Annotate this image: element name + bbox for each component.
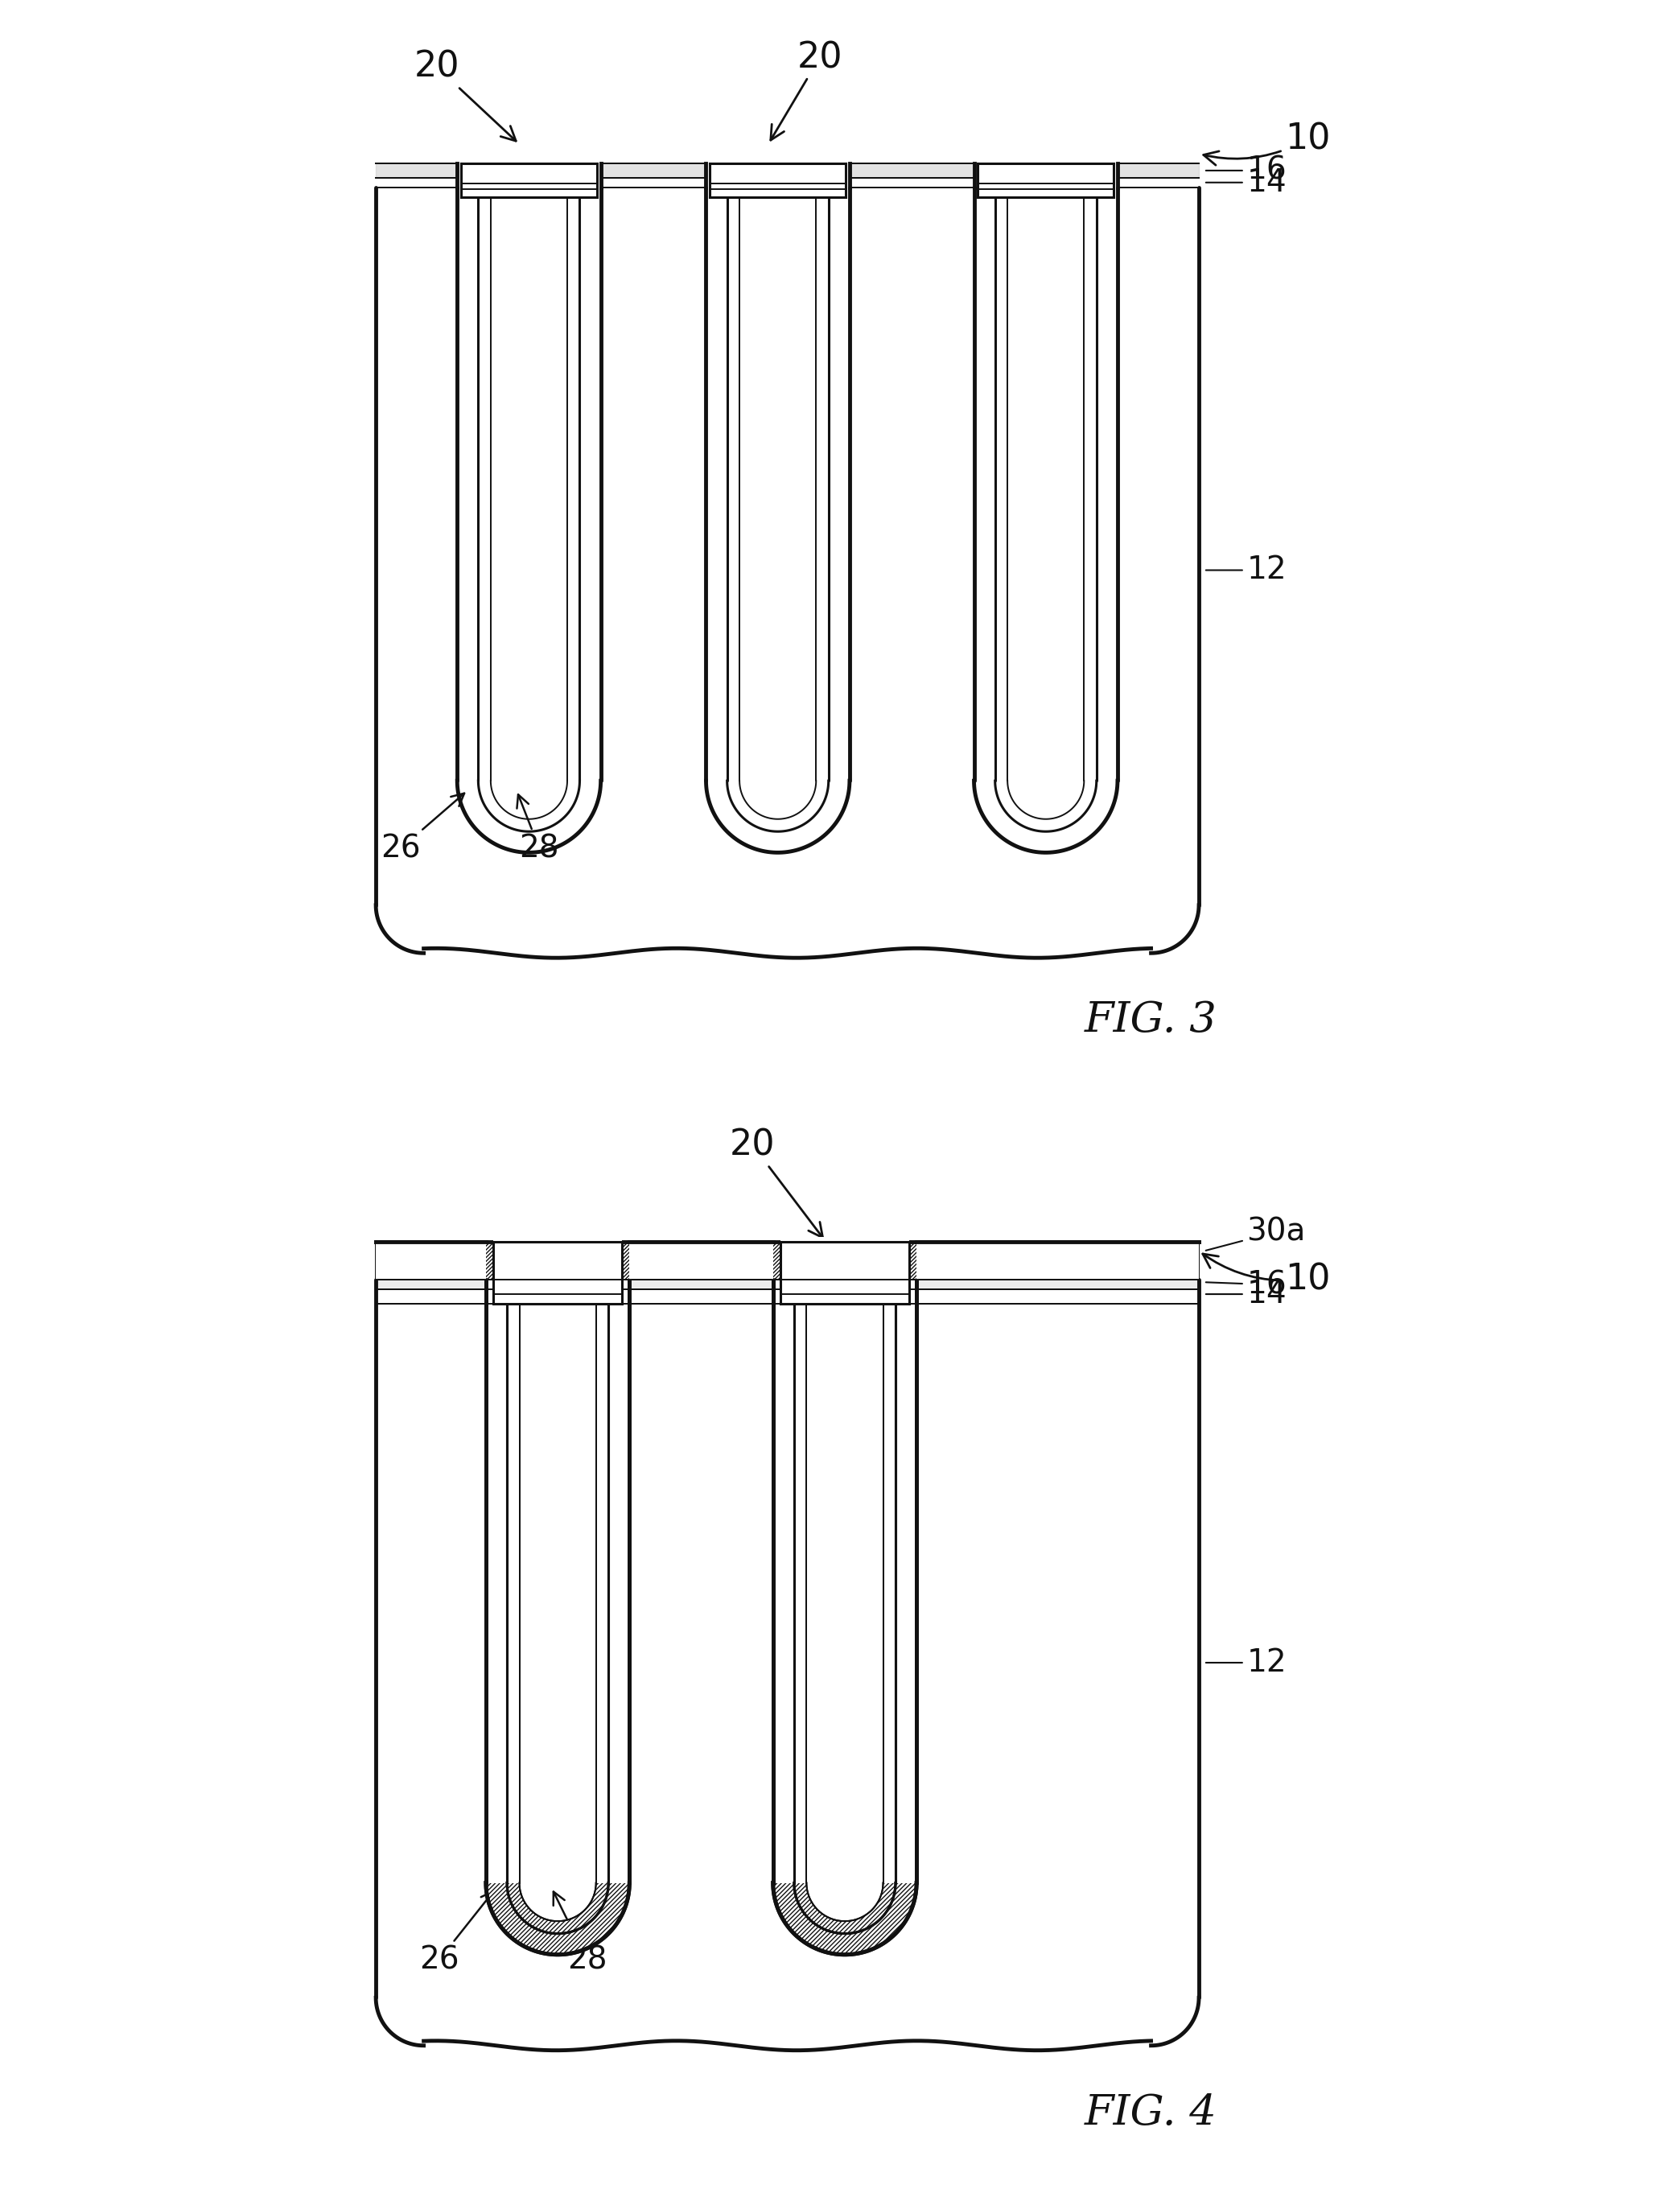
Bar xyxy=(709,164,847,197)
Bar xyxy=(780,1241,909,1304)
Bar xyxy=(494,1237,622,1304)
Text: 16: 16 xyxy=(1206,155,1287,186)
Bar xyxy=(630,1241,773,1280)
Text: 16: 16 xyxy=(1206,1269,1287,1300)
Text: 12: 12 xyxy=(1206,1647,1287,1678)
Text: 28: 28 xyxy=(553,1892,606,1975)
Polygon shape xyxy=(773,1280,917,1956)
Text: 30a: 30a xyxy=(1206,1217,1305,1250)
Text: 20: 20 xyxy=(415,50,516,142)
Text: 20: 20 xyxy=(729,1127,823,1237)
Bar xyxy=(596,1280,630,1883)
Bar xyxy=(780,1237,909,1304)
Bar xyxy=(884,1280,917,1883)
Bar xyxy=(460,164,596,197)
Text: 12: 12 xyxy=(1206,555,1287,586)
Text: 14: 14 xyxy=(1206,168,1287,199)
Text: FIG. 4: FIG. 4 xyxy=(1085,2091,1218,2133)
Text: 10: 10 xyxy=(1203,122,1331,166)
Polygon shape xyxy=(486,1280,630,1956)
Bar xyxy=(486,1280,519,1883)
Text: 10: 10 xyxy=(1203,1254,1331,1296)
Text: 20: 20 xyxy=(771,39,842,140)
Text: 14: 14 xyxy=(1206,1278,1287,1309)
Text: 28: 28 xyxy=(517,795,559,863)
Text: FIG. 3: FIG. 3 xyxy=(1085,999,1218,1040)
Bar xyxy=(494,1241,622,1304)
Bar xyxy=(376,1241,1200,1280)
Bar xyxy=(773,1280,806,1883)
Text: 26: 26 xyxy=(381,793,464,863)
Text: 26: 26 xyxy=(418,1892,494,1975)
Bar xyxy=(917,1241,1200,1280)
Bar xyxy=(376,1241,486,1280)
Bar xyxy=(978,164,1114,197)
